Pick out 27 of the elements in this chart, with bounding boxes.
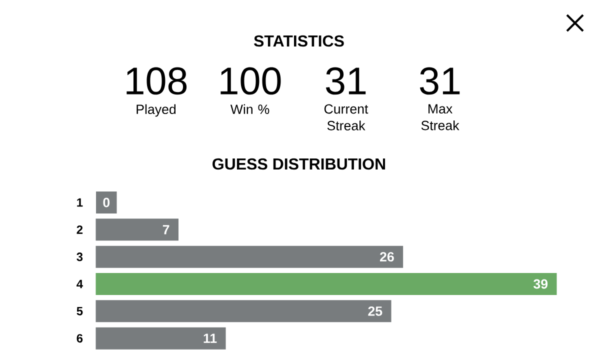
data-label: 26 <box>380 252 394 262</box>
text: STATISTICS <box>254 35 344 47</box>
y-tick-label: 4 <box>76 280 83 288</box>
y-tick-label: 1 <box>77 198 83 207</box>
chart-title: GUESS DISTRIBUTION <box>212 158 386 170</box>
bar <box>96 218 178 241</box>
y-tick-label: 6 <box>76 334 83 343</box>
data-label: 0 <box>103 198 110 208</box>
text: Played <box>136 104 176 117</box>
text: Max Streak <box>421 104 460 130</box>
text: 100 <box>220 67 281 95</box>
bar <box>96 272 557 295</box>
text: 31 <box>420 67 460 95</box>
bar <box>96 246 404 268</box>
bar <box>96 300 392 322</box>
text: 31 <box>326 67 366 95</box>
text: 108 <box>126 67 187 95</box>
y-tick-label: 2 <box>76 225 83 234</box>
y-tick-label: 5 <box>76 306 83 316</box>
text: Win % <box>230 104 270 114</box>
data-label: 25 <box>368 306 382 316</box>
data-label: 39 <box>534 279 548 289</box>
text: Current Streak <box>324 104 368 130</box>
data-label: 11 <box>204 334 217 343</box>
bar <box>96 327 226 350</box>
y-tick-label: 3 <box>76 252 83 262</box>
data-label: 7 <box>162 225 170 234</box>
